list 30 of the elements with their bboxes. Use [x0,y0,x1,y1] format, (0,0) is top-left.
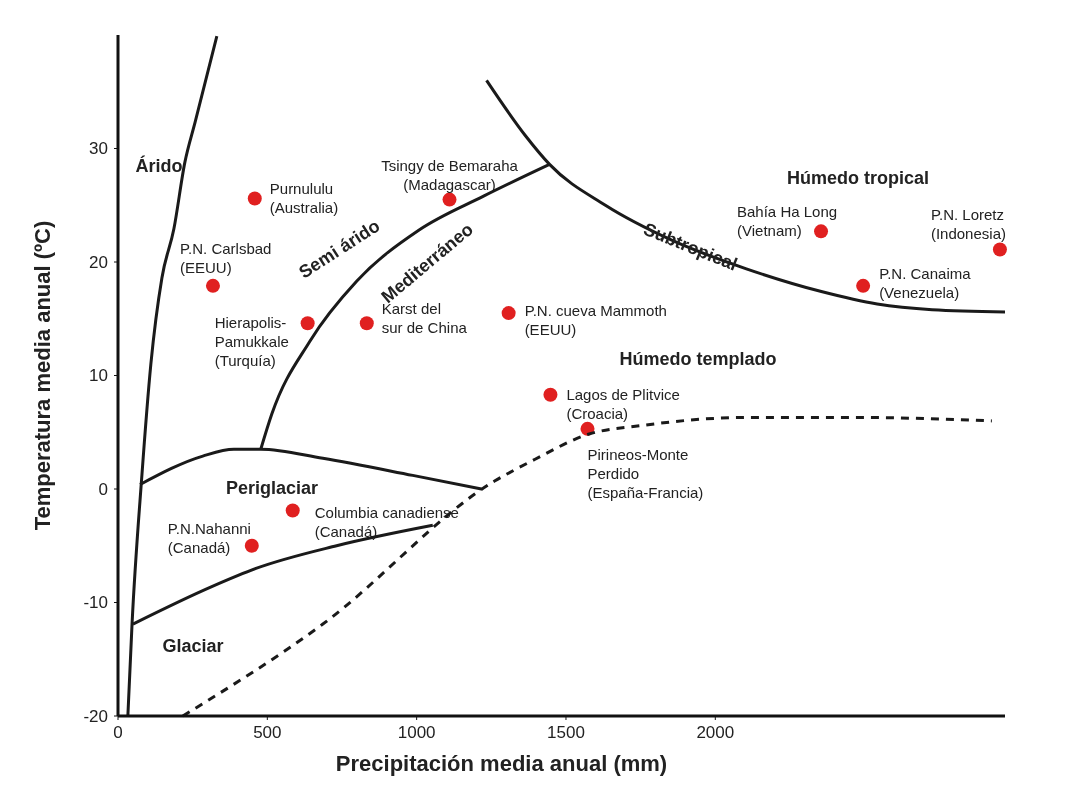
x-tick-label: 1500 [547,723,585,742]
annotation: Húmedo tropical [786,167,930,188]
series-label: Purnululu (Australia) [269,180,339,217]
series-label: Tsingy de Bemaraha (Madagascar) [381,156,519,193]
series-label: Pirineos-Monte Perdido (España-Francia) [587,445,704,501]
series-label: P.N. Carlsbad (EEUU) [179,239,272,276]
series-label: P.N. cueva Mammoth (EEUU) [524,302,667,339]
series-label: Lagos de Plitvice (Croacia) [566,385,680,422]
x-tick-label: 0 [113,723,123,742]
series-label: Bahía Ha Long (Vietnam) [737,203,838,240]
annotation: Periglaciar [225,477,319,498]
y-tick-label: 20 [89,252,108,272]
annotation: Húmedo templado [619,348,777,369]
y-tick-label: 10 [89,366,108,386]
x-tick-label: 1000 [397,723,436,742]
series-label: P.N.Nahanni (Canadá) [167,519,251,556]
series-label: Hierapolis- Pamukkale (Turquía) [214,314,289,370]
y-tick-label: 0 [98,479,108,499]
annotation: Árido [135,154,183,176]
annotation: Glaciar [162,635,224,656]
x-axis-title: Precipitación media anual (mm) [335,751,668,776]
series-label: P.N. Loretz (Indonesia) [930,205,1006,242]
y-tick-label: -20 [83,706,108,726]
series-label: P.N. Canaima (Venezuela) [879,264,972,301]
y-tick-label: -10 [83,593,108,613]
x-tick-label: 2000 [696,723,735,742]
x-tick-label: 500 [253,723,282,742]
y-axis-title: Temperatura media anual (ºC) [30,220,55,531]
series-label: Columbia canadiense (Canadá) [314,503,459,540]
y-tick-label: 30 [89,139,108,159]
